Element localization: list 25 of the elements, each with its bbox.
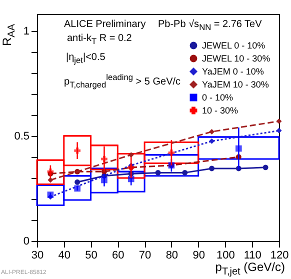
- annotation: ALICE Preliminary: [64, 19, 146, 30]
- legend-label: 10 - 30%: [202, 106, 238, 116]
- x-tick-label: 60: [112, 250, 124, 262]
- annotation: p$_{T,charged}$$^{leading}$ > 5 GeV/c: [64, 72, 181, 90]
- x-tick-label: 40: [58, 250, 71, 262]
- x-tick-label: 120: [270, 250, 289, 262]
- x-tick-label: 50: [85, 250, 98, 262]
- annotation: Pb-Pb √s$_{NN}$ = 2.76 TeV: [158, 19, 262, 33]
- x-tick-label: 110: [244, 250, 262, 262]
- annotation: anti-k$_{T}$ R = 0.2: [67, 33, 132, 47]
- x-tick-label: 70: [138, 250, 152, 262]
- legend-label: JEWEL 10 - 30%: [202, 54, 270, 64]
- legend-label: JEWEL 0 - 10%: [202, 40, 266, 50]
- x-tick-label: 80: [166, 250, 178, 262]
- x-tick-label: 30: [31, 250, 44, 262]
- legend-label: 0 - 10%: [202, 92, 234, 102]
- x-axis-title: p$_{T,jet}$ (GeV/c): [215, 260, 285, 278]
- x-tick-label: 100: [216, 250, 235, 262]
- legend-label: YaJEM 10 - 30%: [202, 80, 269, 90]
- y-tick-label: 0: [23, 236, 30, 248]
- x-tick-label: 90: [192, 250, 205, 262]
- y-tick-label: 0.5: [14, 130, 30, 142]
- y-tick-label: 1: [23, 25, 30, 38]
- legend-label: YaJEM 0 - 10%: [202, 66, 264, 76]
- annotation: |η$_{jet}$|<0.5: [66, 52, 106, 66]
